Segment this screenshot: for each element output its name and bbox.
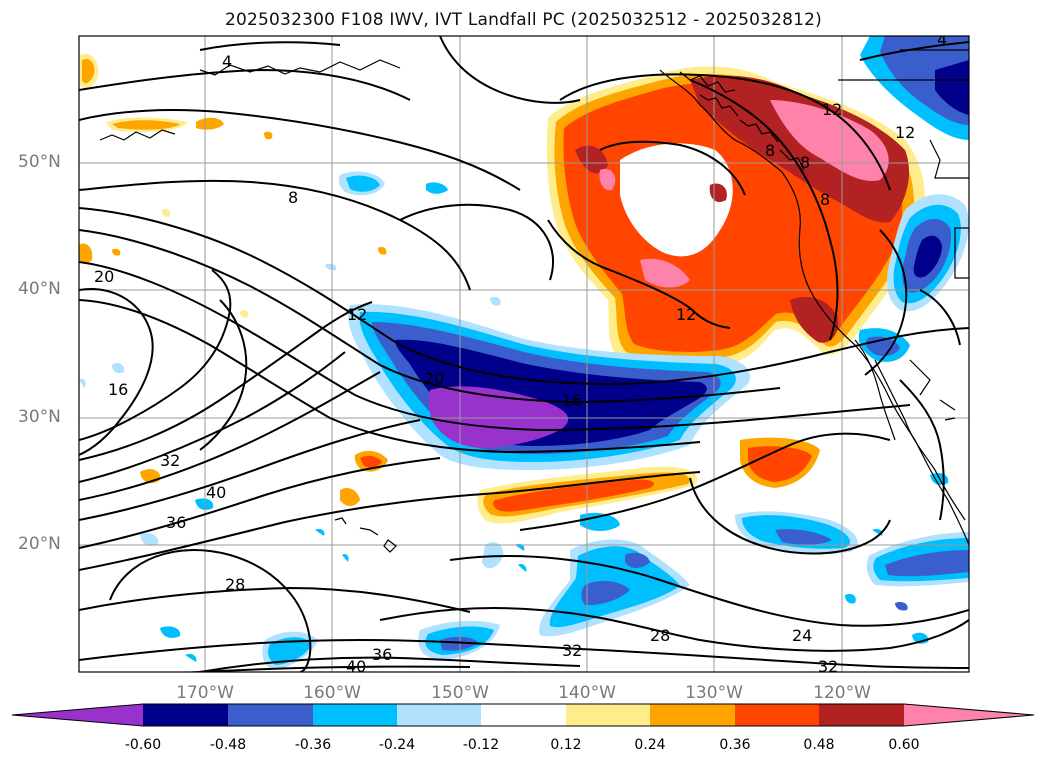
colorbar-tick: 0.60 [888,737,920,753]
contour-label: 28 [225,575,245,594]
colorbar-tick: 0.48 [803,737,835,753]
contour-label: 32 [160,451,180,470]
colorbar-tick: -0.24 [378,737,416,753]
negative-anomaly-coast [858,194,969,362]
iwv-contours [79,36,969,672]
contour-label: 16 [562,391,582,410]
contour-label: 28 [650,626,670,645]
contour-label: 32 [818,657,838,676]
lon-label-140w: 140°W [558,683,616,703]
positive-anomaly-subtropics [140,437,820,524]
colorbar-tick: -0.60 [124,737,162,753]
contour-label: 12 [895,123,915,142]
plot-frame [78,35,970,673]
lon-label-170w: 170°W [176,683,234,703]
lat-label-20: 20°N [18,534,61,554]
contour-label: 36 [372,645,392,664]
contour-label: 40 [346,657,366,676]
contour-label: 36 [166,513,186,532]
contour-label: 16 [108,380,128,399]
contour-label: 20 [424,369,444,388]
colorbar-tick: -0.12 [462,737,500,753]
negative-anomaly-patches-south [79,171,969,670]
lat-label-40: 40°N [18,279,61,299]
colorbar-tick: -0.48 [209,737,247,753]
positive-anomaly-patches-north [79,53,387,318]
contour-label: 12 [822,100,842,119]
negative-anomaly-plume [348,304,751,470]
contour-label: 24 [792,626,812,645]
contour-label: 8 [288,188,298,207]
lon-label-120w: 120°W [813,683,871,703]
colorbar-tick: 0.36 [719,737,751,753]
lon-label-130w: 130°W [685,683,743,703]
colorbar-tick: 0.12 [550,737,582,753]
contour-label: 12 [676,305,696,324]
map-title: 2025032300 F108 IWV, IVT Landfall PC (20… [224,10,823,30]
contour-label: 32 [562,641,582,660]
contour-label: 8 [820,190,830,209]
lon-label-160w: 160°W [303,683,361,703]
colorbar-tick: -0.36 [294,737,332,753]
contour-label: 8 [765,141,775,160]
contour-label: 4 [222,52,232,71]
contour-label: 8 [800,153,810,172]
colorbar-tick: 0.24 [634,737,666,753]
lat-label-50: 50°N [18,152,61,172]
contour-label: 40 [206,483,226,502]
lat-label-30: 30°N [18,407,61,427]
contour-label: 20 [94,267,114,286]
contour-labels: 4 4 8 8 8 8 12 12 12 12 16 16 20 20 28 2… [94,30,947,676]
contour-label: 12 [347,305,367,324]
lon-label-150w: 150°W [431,683,489,703]
contour-label: 4 [937,30,947,49]
